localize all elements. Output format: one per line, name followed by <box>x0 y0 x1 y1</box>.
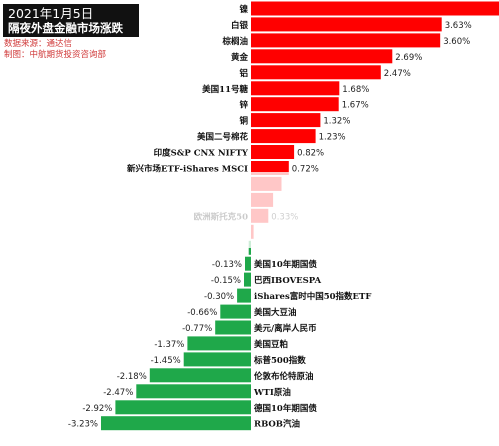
bar <box>136 384 251 399</box>
bar <box>251 129 316 144</box>
category-label: 德国10年期国债 <box>254 403 317 414</box>
category-label: 美国二号棉花 <box>197 132 249 143</box>
category-label: 锌 <box>239 100 248 111</box>
value-label: -1.45% <box>151 356 181 366</box>
value-label: 0.72% <box>292 165 319 175</box>
chart-date: 2021年1月5日 <box>8 6 94 21</box>
value-label: 3.60% <box>443 37 470 47</box>
value-label: 2.47% <box>384 69 411 79</box>
value-label: -3.23% <box>68 420 98 430</box>
bar <box>251 81 340 96</box>
bar <box>251 161 289 175</box>
value-label: 1.68% <box>342 85 369 95</box>
value-label: -0.66% <box>187 308 217 318</box>
bar <box>215 320 251 335</box>
category-label: 伦敦布伦特原油 <box>254 371 314 382</box>
category-label: 巴西IBOVESPA <box>254 276 322 286</box>
value-label: -2.92% <box>82 404 112 414</box>
category-label: 美国豆粕 <box>254 339 288 350</box>
bar <box>251 113 321 128</box>
bar <box>115 400 252 415</box>
value-label: -0.77% <box>182 324 212 334</box>
category-label: 棕榈油 <box>221 36 248 47</box>
value-label: 3.63% <box>445 21 472 31</box>
category-label: WTI原油 <box>253 387 291 398</box>
bar <box>251 145 295 159</box>
value-label: -2.18% <box>117 372 147 382</box>
bar <box>101 416 251 431</box>
category-label: 铜 <box>239 116 248 127</box>
value-label: -0.13% <box>212 260 242 270</box>
value-label: 2.69% <box>395 53 422 63</box>
category-label: 标普500指数 <box>253 355 306 366</box>
value-label: 1.32% <box>323 117 350 127</box>
category-label: 铝 <box>239 68 248 79</box>
bar <box>251 33 441 48</box>
category-label: 美元/离岸人民币 <box>254 323 317 334</box>
bar <box>187 336 251 351</box>
category-label: 白银 <box>231 20 249 31</box>
watermark-overlay <box>0 172 499 248</box>
value-labels-group: 4.72%3.63%3.60%2.69%2.47%1.68%1.67%1.32%… <box>68 21 472 430</box>
value-label: 0.82% <box>297 149 324 159</box>
category-label: 美国11号糖 <box>202 84 248 95</box>
bar <box>251 17 442 32</box>
bar <box>183 352 251 367</box>
bar <box>251 97 339 112</box>
value-label: -2.47% <box>103 388 133 398</box>
category-label: 镍 <box>239 4 248 15</box>
data-source: 数据来源：通达信 <box>4 39 73 49</box>
value-label: -0.15% <box>211 276 241 286</box>
bar <box>149 368 251 383</box>
value-label: -1.37% <box>154 340 184 350</box>
value-label: 1.67% <box>342 101 369 111</box>
bar <box>237 288 251 303</box>
title-box: 2021年1月5日 隔夜外盘金融市场涨跌 <box>3 4 139 37</box>
category-label: 美国10年期国债 <box>254 259 317 270</box>
category-label: RBOB汽油 <box>254 419 300 430</box>
category-label: 印度S&P CNX NIFTY <box>154 148 249 159</box>
bar <box>251 1 499 16</box>
bar <box>220 304 251 319</box>
value-label: 1.23% <box>319 133 346 143</box>
chart-author: 制图：中航期货投资咨询部 <box>4 50 107 60</box>
bar <box>251 65 381 80</box>
value-label: -0.30% <box>204 292 234 302</box>
bar <box>245 256 251 271</box>
category-label: iShares富时中国50指数ETF <box>254 291 371 302</box>
category-label: 美国大豆油 <box>254 307 297 318</box>
chart-title: 隔夜外盘金融市场涨跌 <box>8 21 123 35</box>
category-label: 新兴市场ETF-iShares MSCI <box>127 164 248 175</box>
bar <box>244 272 251 287</box>
bar <box>251 49 393 64</box>
category-label: 黄金 <box>231 52 249 63</box>
